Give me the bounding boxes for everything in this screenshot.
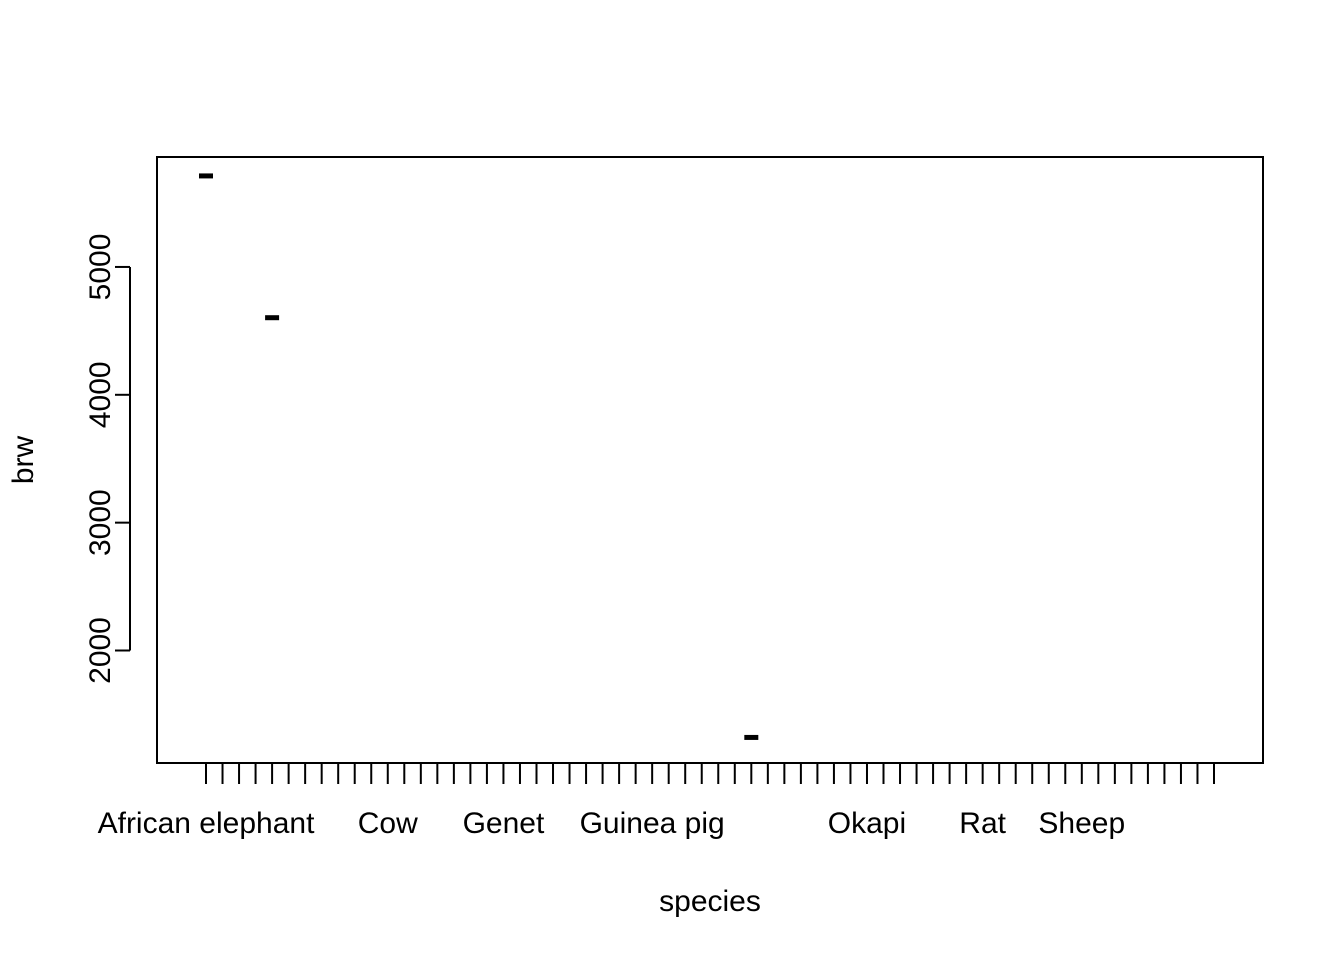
x-tick-label: Guinea pig xyxy=(580,807,725,840)
y-tick-label: 5000 xyxy=(84,234,117,301)
x-axis: African elephant Cow Genet Guinea pig Okapi R… xyxy=(98,763,1215,840)
data-marks xyxy=(199,173,759,740)
x-tick-label: African elephant xyxy=(98,807,315,840)
x-tick-label: Okapi xyxy=(828,807,906,840)
x-tick-label: Genet xyxy=(463,807,545,840)
x-tick-label: Cow xyxy=(358,807,418,840)
plot-frame xyxy=(156,156,1264,764)
y-tick-label: 2000 xyxy=(84,617,117,684)
x-axis-label: species xyxy=(659,885,761,918)
x-tick-label: Rat xyxy=(959,807,1006,840)
x-tick-label: Sheep xyxy=(1038,807,1125,840)
y-tick-label: 4000 xyxy=(84,361,117,428)
y-tick-label: 3000 xyxy=(84,489,117,556)
y-axis: 2000 3000 4000 5000 xyxy=(84,234,131,684)
y-axis-label: brw xyxy=(7,435,40,484)
